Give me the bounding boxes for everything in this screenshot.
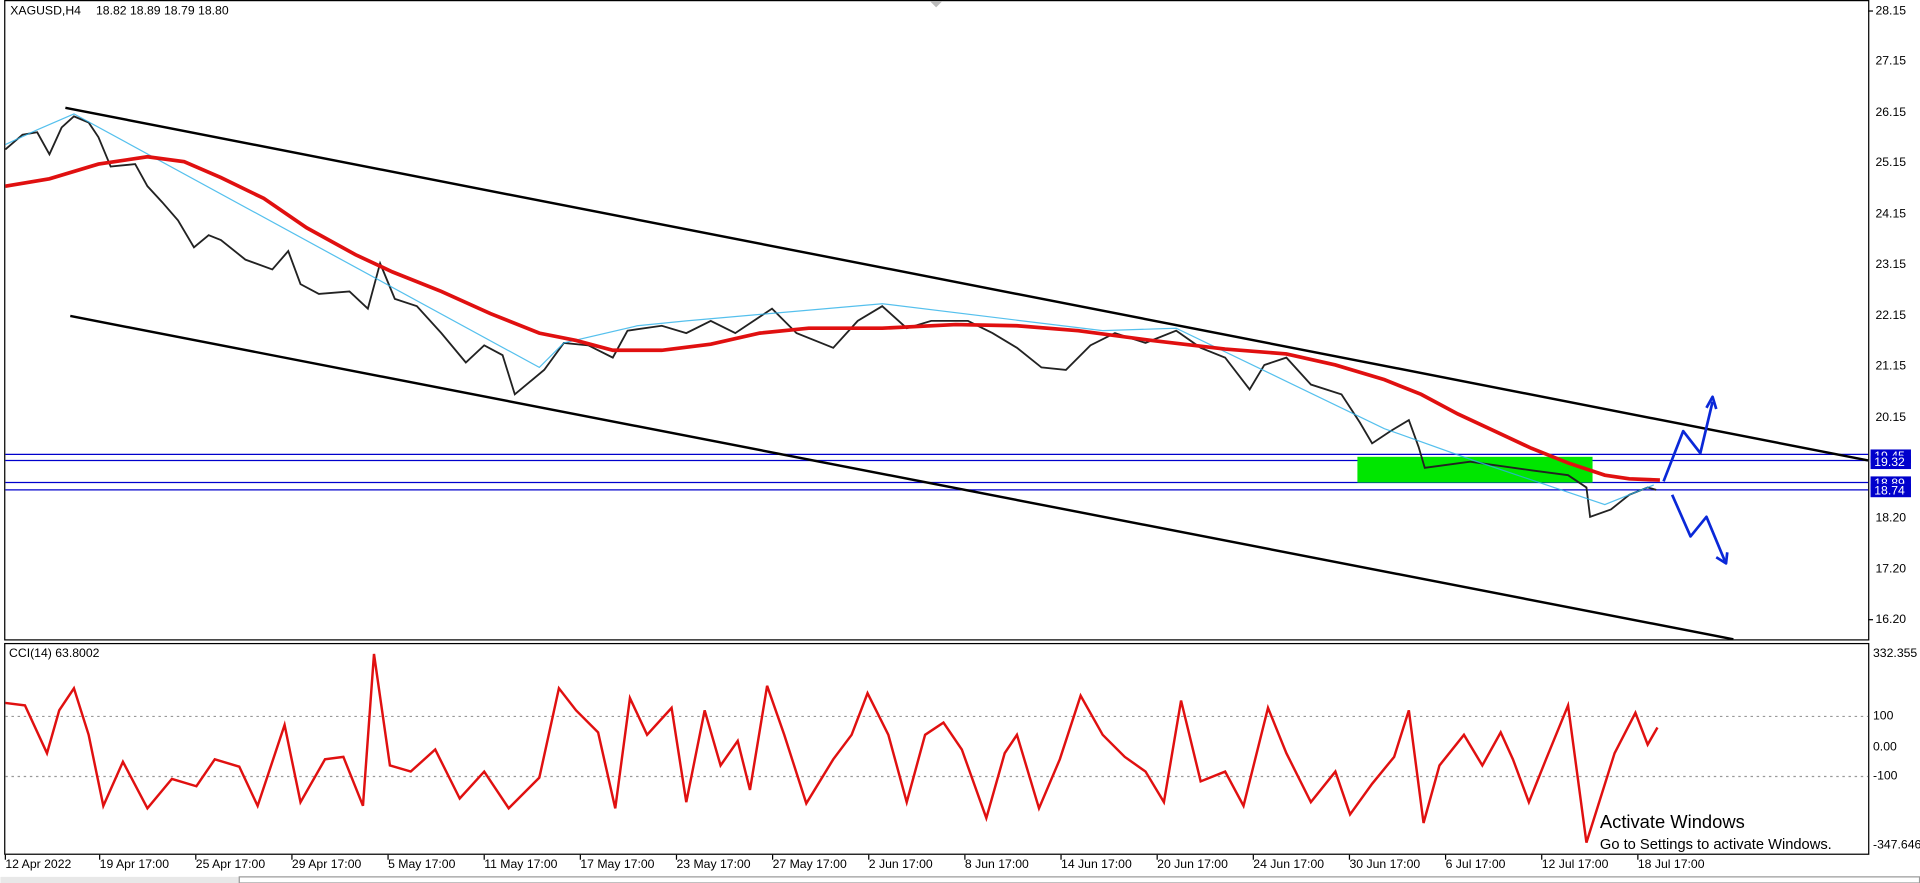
price-tag-label: 18.74: [1874, 483, 1905, 497]
main-pane: [4, 0, 1870, 641]
time-label: 20 Jun 17:00: [1157, 857, 1228, 871]
tab[interactable]: [238, 876, 1920, 883]
price-label: 21.15: [1875, 358, 1906, 372]
time-label: 5 May 17:00: [388, 857, 456, 871]
indicator-pane: [4, 642, 1870, 855]
price-label: 27.15: [1875, 53, 1906, 67]
time-label: 12 Jul 17:00: [1542, 857, 1609, 871]
cci-line: [5, 653, 1659, 843]
channel-bottom: [70, 314, 1734, 641]
price-tag: [1870, 483, 1911, 498]
time-label: 18 Jul 17:00: [1638, 857, 1705, 871]
price-label: 26.15: [1875, 105, 1906, 119]
cci-axis-label: 332.355: [1873, 646, 1917, 660]
time-label: 8 Jun 17:00: [965, 857, 1029, 871]
cci-label: CCI(14) 63.8002: [9, 646, 100, 660]
time-label: 29 Apr 17:00: [292, 857, 362, 871]
price-label: 17.20: [1875, 562, 1906, 576]
time-label: 2 Jun 17:00: [869, 857, 933, 871]
watermark-subtitle: Go to Settings to activate Windows.: [1600, 837, 1832, 853]
cci-axis-label: 0.00: [1873, 739, 1897, 753]
scroll-marker: [929, 1, 943, 8]
time-label: 12 Apr 2022: [5, 857, 71, 871]
time-label: 30 Jun 17:00: [1349, 857, 1420, 871]
ohlc-label: 18.82 18.89 18.79 18.80: [96, 3, 229, 17]
cci-axis-label: 100: [1873, 709, 1894, 723]
channel-top: [65, 106, 1869, 462]
axis-ticks: [1868, 10, 1874, 621]
price-label: 18.20: [1875, 510, 1906, 524]
price-label: 22.15: [1875, 308, 1906, 322]
price-label: 20.15: [1875, 410, 1906, 424]
cci-axis-label: -100: [1873, 769, 1898, 783]
time-label: 27 May 17:00: [773, 857, 847, 871]
price-label: 28.15: [1875, 3, 1906, 17]
price-tag: [1870, 455, 1911, 470]
price-label: 16.20: [1875, 612, 1906, 626]
symbol-label: XAGUSD,H4: [10, 3, 81, 17]
time-label: 23 May 17:00: [676, 857, 750, 871]
forecast-arrows: [1662, 395, 1729, 565]
moving-average: [5, 154, 1660, 482]
price-label: 23.15: [1875, 257, 1906, 271]
time-label: 11 May 17:00: [484, 857, 557, 871]
time-label: 19 Apr 17:00: [100, 857, 170, 871]
price-tag-label: 19.32: [1874, 455, 1905, 469]
time-label: 24 Jun 17:00: [1253, 857, 1324, 871]
time-label: 25 Apr 17:00: [196, 857, 266, 871]
watermark-title: Activate Windows: [1600, 811, 1745, 832]
time-label: 17 May 17:00: [580, 857, 654, 871]
time-label: 14 Jun 17:00: [1061, 857, 1132, 871]
time-label: 6 Jul 17:00: [1446, 857, 1506, 871]
price-label: 25.15: [1875, 155, 1906, 169]
price-series: [4, 115, 1657, 519]
price-label: 24.15: [1875, 207, 1906, 221]
cci-axis-label: -347.646: [1873, 837, 1920, 851]
